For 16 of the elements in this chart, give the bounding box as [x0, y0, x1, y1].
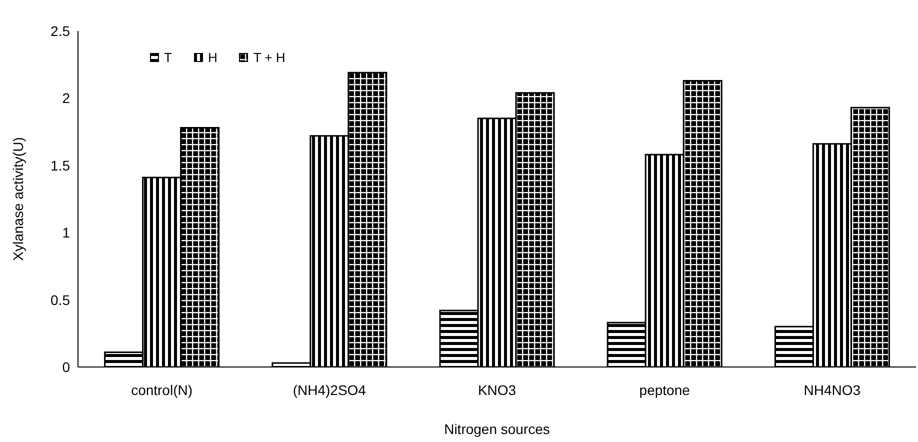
x-tick-label: KNO3 — [478, 382, 516, 398]
y-tick-label: 2 — [62, 90, 70, 106]
legend-label: T + H — [253, 50, 286, 65]
y-tick-label: 0.5 — [50, 292, 70, 308]
legend-label: T — [164, 50, 172, 65]
y-tick-label: 1.5 — [50, 157, 70, 174]
y-tick-label: 1 — [62, 224, 70, 241]
y-tick-label: 0 — [62, 358, 70, 375]
x-tick-label: control(N) — [131, 382, 193, 398]
x-tick-label: peptone — [639, 382, 690, 398]
y-axis-title: Xylanase activity(U) — [10, 137, 26, 261]
y-tick-label: 2.5 — [50, 22, 70, 39]
legend-label: H — [208, 50, 218, 65]
x-axis-title: Nitrogen sources — [444, 421, 550, 437]
x-tick-label: NH4NO3 — [804, 382, 861, 398]
x-tick-label: (NH4)2SO4 — [292, 382, 366, 398]
